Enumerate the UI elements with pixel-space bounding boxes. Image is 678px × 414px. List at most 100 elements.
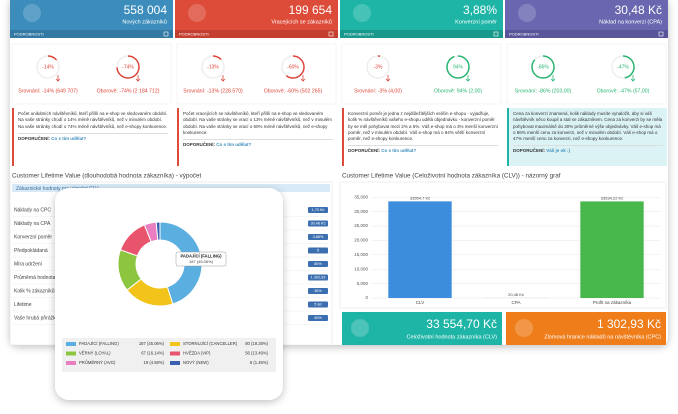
gauge-arrow (385, 75, 391, 82)
bar (388, 201, 452, 298)
gauge-caption: Oborově: -60% (502 265) (264, 88, 323, 94)
gauge-arrow (465, 75, 471, 82)
y-tick-label: 10,000 (354, 266, 368, 271)
note-footer: DOPORUČENÍ: Co s tím udělat? (183, 139, 333, 148)
table-row-label: Předpokládaná (14, 248, 48, 254)
table-badge (308, 234, 328, 240)
table-badge-value: 1,70 Kč (312, 208, 325, 212)
gauge-arc (116, 55, 140, 79)
gauge-percent: -47% (617, 64, 629, 70)
stat-icon (515, 319, 533, 337)
kpi-footer-label: PODROBNOSTI (344, 32, 374, 37)
kpi-footer-icon (493, 31, 499, 37)
kpi-footer-label: PODROBNOSTI (509, 32, 539, 37)
table-row-label: Náklady na CPA (14, 221, 51, 227)
table-badge-value: 1 302,93 (311, 276, 326, 280)
gauge-caption: Srovnání: -13% (228 570) (183, 88, 243, 94)
tooltip (175, 251, 227, 267)
bar-value-label: 33534,22 Kč (601, 195, 623, 200)
note-link[interactable]: Co s tím udělat? (381, 148, 417, 154)
gauge-caption: Oborově: -47% (57,00) (597, 88, 650, 94)
gauge-percent: -74% (122, 64, 134, 70)
tooltip-title: PADAJÍCÍ (FALLING) (180, 254, 222, 259)
table-row-label: Náklady na CPC (14, 207, 51, 213)
table-badge-value: 35% (314, 289, 322, 293)
kpi-label: Vracejících se zákazníků (271, 18, 332, 25)
gauge-arrow (300, 75, 306, 82)
kpi-footer (505, 30, 668, 38)
table-badge (308, 247, 328, 254)
note-box: Cena za konverzi znamená, kolik náklady … (507, 108, 667, 166)
legend-value: 6 (1.45%) (250, 360, 269, 365)
kpi-icon (353, 4, 371, 22)
note-link[interactable]: Co s tím udělat? (216, 142, 252, 148)
kpi-footer (10, 30, 173, 38)
legend-label: PRŮMĚRNÝ (AVG) (79, 360, 116, 365)
gauge-arrow (220, 75, 226, 82)
gauge-box (506, 43, 667, 105)
kpi-label: Náklad na konverzi (CPA) (599, 19, 662, 25)
y-tick-label: 25,000 (354, 223, 368, 228)
note-text: Počet vracejících se návštěvníků, kteří … (183, 111, 332, 135)
table-badge-value: 5 (317, 249, 319, 253)
note-footer-label: DOPORUČENÍ: (348, 148, 381, 154)
note-box: Konverzní poměr je jedna z nejdůležitějš… (342, 108, 502, 166)
chart-title: Customer Lifetime Value (Celoživotní hod… (342, 173, 561, 180)
kpi-label: Konverzní poměr (455, 19, 497, 25)
gauge-percent: -14% (42, 64, 54, 70)
note-footer: DOPORUČENÍ: Co s tím udělat? (18, 132, 168, 142)
bar-value-label: 20,48 Kč (508, 292, 524, 297)
table-badge-value: 5 let (314, 303, 322, 307)
kpi-value: 558 004 (124, 3, 168, 17)
y-tick-label: 15,000 (354, 252, 368, 257)
note-link[interactable]: Váš je ok :) (546, 148, 571, 154)
kpi-footer-icon (328, 31, 334, 37)
gauge-percent: -86% (537, 64, 549, 70)
stat-label: Zlomová hranice nákladů na návštěvníka (… (544, 333, 661, 340)
gauge-box (11, 43, 172, 105)
gauge-caption: Srovnání: -3% (4,00) (354, 88, 402, 94)
table-badge (308, 315, 328, 321)
legend-swatch (170, 361, 180, 365)
stat-value: 1 302,93 Kč (597, 317, 661, 331)
y-tick-label: 5,000 (357, 281, 369, 286)
table-badge (308, 301, 328, 308)
y-tick-label: 35,000 (354, 194, 368, 199)
table-row-label: Průměrná hodnota (14, 274, 56, 281)
kpi-label: Nových zákazníků (122, 18, 167, 25)
y-tick-label: 20,000 (354, 238, 368, 243)
table-badge (308, 207, 328, 213)
stat-icon (351, 319, 369, 337)
legend-bg (62, 338, 276, 372)
table-row-label: Míra udržení (14, 261, 43, 267)
note-footer: DOPORUČENÍ: Váš je ok :) (513, 145, 663, 154)
kpi-footer (340, 30, 503, 38)
table-badge (308, 274, 328, 281)
stat-label: Celoživotní hodnota zákazníka (CLV) (407, 334, 498, 340)
note-footer-label: DOPORUČENÍ: (513, 148, 546, 154)
note-text: Konverzní poměr je jedna z nejdůležitějš… (348, 111, 498, 142)
gauge-arrow (55, 75, 61, 82)
legend-swatch (170, 342, 180, 346)
table-header-label: Zákaznické hodnoty pro výpočet CLV (16, 186, 99, 192)
gauge-box (341, 43, 502, 105)
gauge-caption: Oborově: -74% (2 184 712) (97, 88, 160, 94)
kpi-footer-label: PODROBNOSTI (179, 32, 209, 37)
kpi-icon (518, 4, 536, 22)
gauge-arrow (135, 75, 141, 82)
kpi-card (340, 0, 503, 30)
gauge-caption: Srovnání: -14% (649 707) (18, 88, 78, 94)
note-text: Počet unikátních návštěvníků, kteří přiš… (18, 111, 168, 129)
legend-swatch (66, 351, 76, 356)
y-tick-label: 30,000 (354, 209, 368, 214)
table-badge (308, 220, 328, 227)
kpi-icon (23, 4, 41, 22)
tooltip-text: 187 (45.06%) (189, 259, 214, 264)
x-tick-label: Profit na zákazníka (593, 300, 632, 305)
kpi-card (175, 0, 338, 30)
stat-card (506, 312, 666, 345)
note-link[interactable]: Co s tím udělat? (51, 135, 87, 141)
gauge-arc (531, 55, 555, 79)
